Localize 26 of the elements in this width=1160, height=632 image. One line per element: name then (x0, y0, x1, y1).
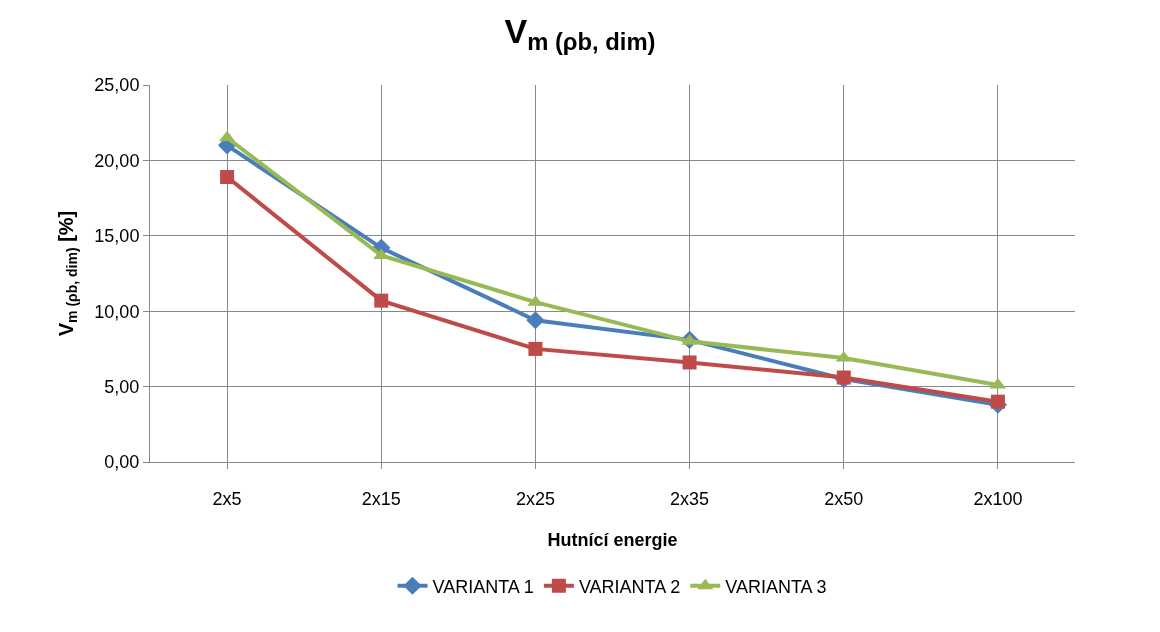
x-tick-label: 2x100 (973, 488, 1023, 509)
y-tick-label: 0,00 (104, 452, 140, 473)
x-tick-label: 2x25 (515, 488, 555, 509)
x-axis-title: Hutnící energie (547, 529, 678, 550)
x-tick-label: 2x5 (212, 488, 242, 509)
y-tick-label: 15,00 (94, 226, 140, 247)
y-tick-label: 25,00 (94, 75, 140, 96)
y-tick-label: 20,00 (94, 150, 140, 171)
point (220, 169, 235, 184)
legend-label: VARIANTA 1 (432, 576, 534, 597)
point (526, 311, 545, 330)
point (836, 370, 851, 385)
point (990, 394, 1005, 409)
x-tick-label: 2x35 (670, 488, 710, 509)
x-tick-label: 2x50 (824, 488, 864, 509)
point (528, 341, 543, 356)
y-tick-label: 10,00 (94, 301, 140, 322)
chart-title: V$_{m (ρb, dim)}$ (504, 11, 656, 55)
x-tick-label: 2x15 (361, 488, 401, 509)
point (219, 130, 236, 142)
point (682, 355, 697, 370)
legend-label: VARIANTA 2 (578, 576, 681, 597)
y-tick-label: 5,00 (104, 376, 140, 397)
point (835, 350, 852, 362)
legend-label: VARIANTA 3 (725, 576, 827, 597)
point (374, 293, 389, 308)
